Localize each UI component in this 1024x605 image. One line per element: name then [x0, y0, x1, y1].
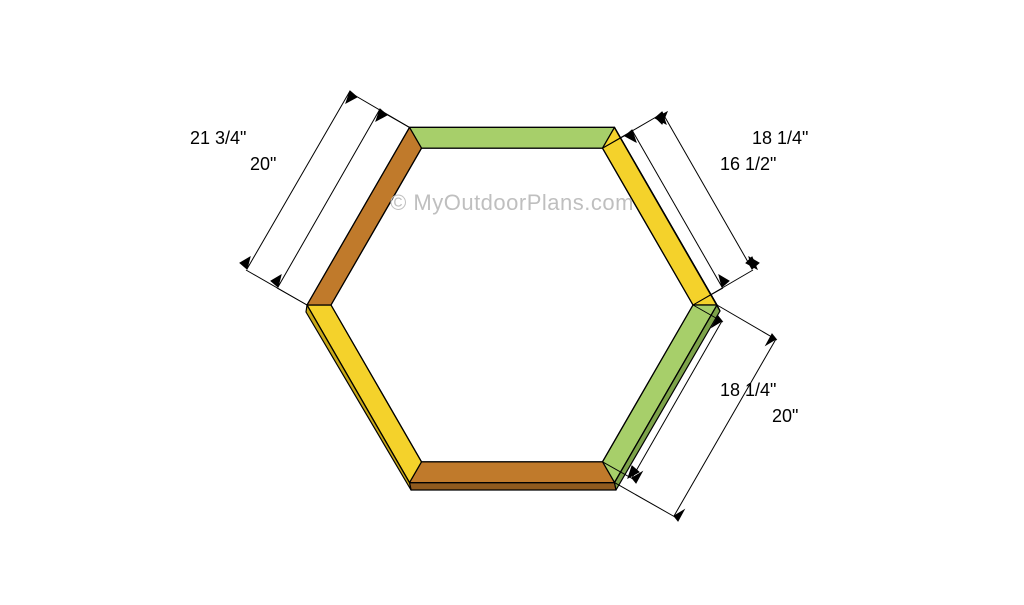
dim-top-left-outer: 21 3/4"	[190, 128, 246, 149]
dim-bottom-right-inner: 18 1/4"	[720, 380, 776, 401]
segment-bottom-right-3d-face	[615, 305, 721, 490]
dim-bottom-right-outer: 20"	[772, 406, 798, 427]
segment-bottom-left-3d-face	[306, 305, 411, 490]
segment-bottom	[410, 462, 615, 483]
dim-top-left-inner: 20"	[250, 154, 276, 175]
segment-bottom-right	[603, 305, 718, 483]
dim-top-right-outer: 18 1/4"	[752, 128, 808, 149]
segment-bottom-3d-face	[410, 483, 617, 490]
segment-top-right	[603, 127, 718, 305]
segment-bottom-left	[307, 305, 422, 483]
dim-top-right-inner: 16 1/2"	[720, 154, 776, 175]
diagram-canvas: © MyOutdoorPlans.com 21 3/4" 20" 18 1/4"…	[0, 0, 1024, 605]
hexagon-frame	[0, 0, 1024, 605]
